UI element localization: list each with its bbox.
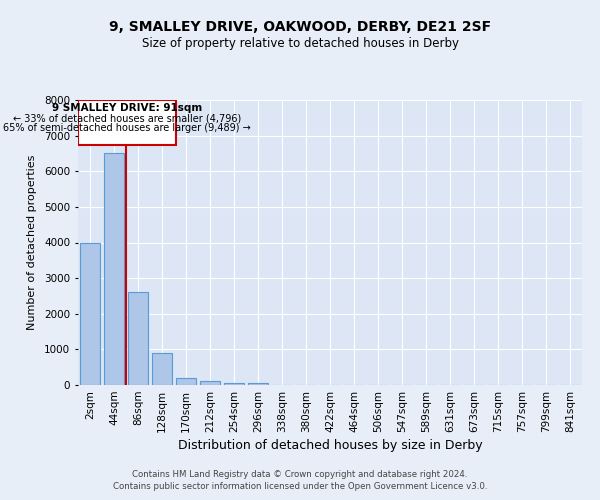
- Bar: [80, 242, 100, 385]
- Y-axis label: Number of detached properties: Number of detached properties: [27, 155, 37, 330]
- Text: Contains HM Land Registry data © Crown copyright and database right 2024.: Contains HM Land Registry data © Crown c…: [132, 470, 468, 479]
- Bar: [128, 292, 148, 385]
- Bar: [200, 382, 220, 385]
- Bar: [104, 154, 124, 385]
- Text: 9 SMALLEY DRIVE: 91sqm: 9 SMALLEY DRIVE: 91sqm: [52, 103, 202, 113]
- Text: Size of property relative to detached houses in Derby: Size of property relative to detached ho…: [142, 38, 458, 51]
- Bar: [248, 383, 268, 385]
- Text: 65% of semi-detached houses are larger (9,489) →: 65% of semi-detached houses are larger (…: [4, 123, 251, 133]
- Text: ← 33% of detached houses are smaller (4,796): ← 33% of detached houses are smaller (4,…: [13, 114, 241, 124]
- Bar: [78, 100, 176, 144]
- Text: 9, SMALLEY DRIVE, OAKWOOD, DERBY, DE21 2SF: 9, SMALLEY DRIVE, OAKWOOD, DERBY, DE21 2…: [109, 20, 491, 34]
- X-axis label: Distribution of detached houses by size in Derby: Distribution of detached houses by size …: [178, 439, 482, 452]
- Bar: [224, 383, 244, 385]
- Bar: [152, 353, 172, 385]
- Bar: [176, 378, 196, 385]
- Text: Contains public sector information licensed under the Open Government Licence v3: Contains public sector information licen…: [113, 482, 487, 491]
